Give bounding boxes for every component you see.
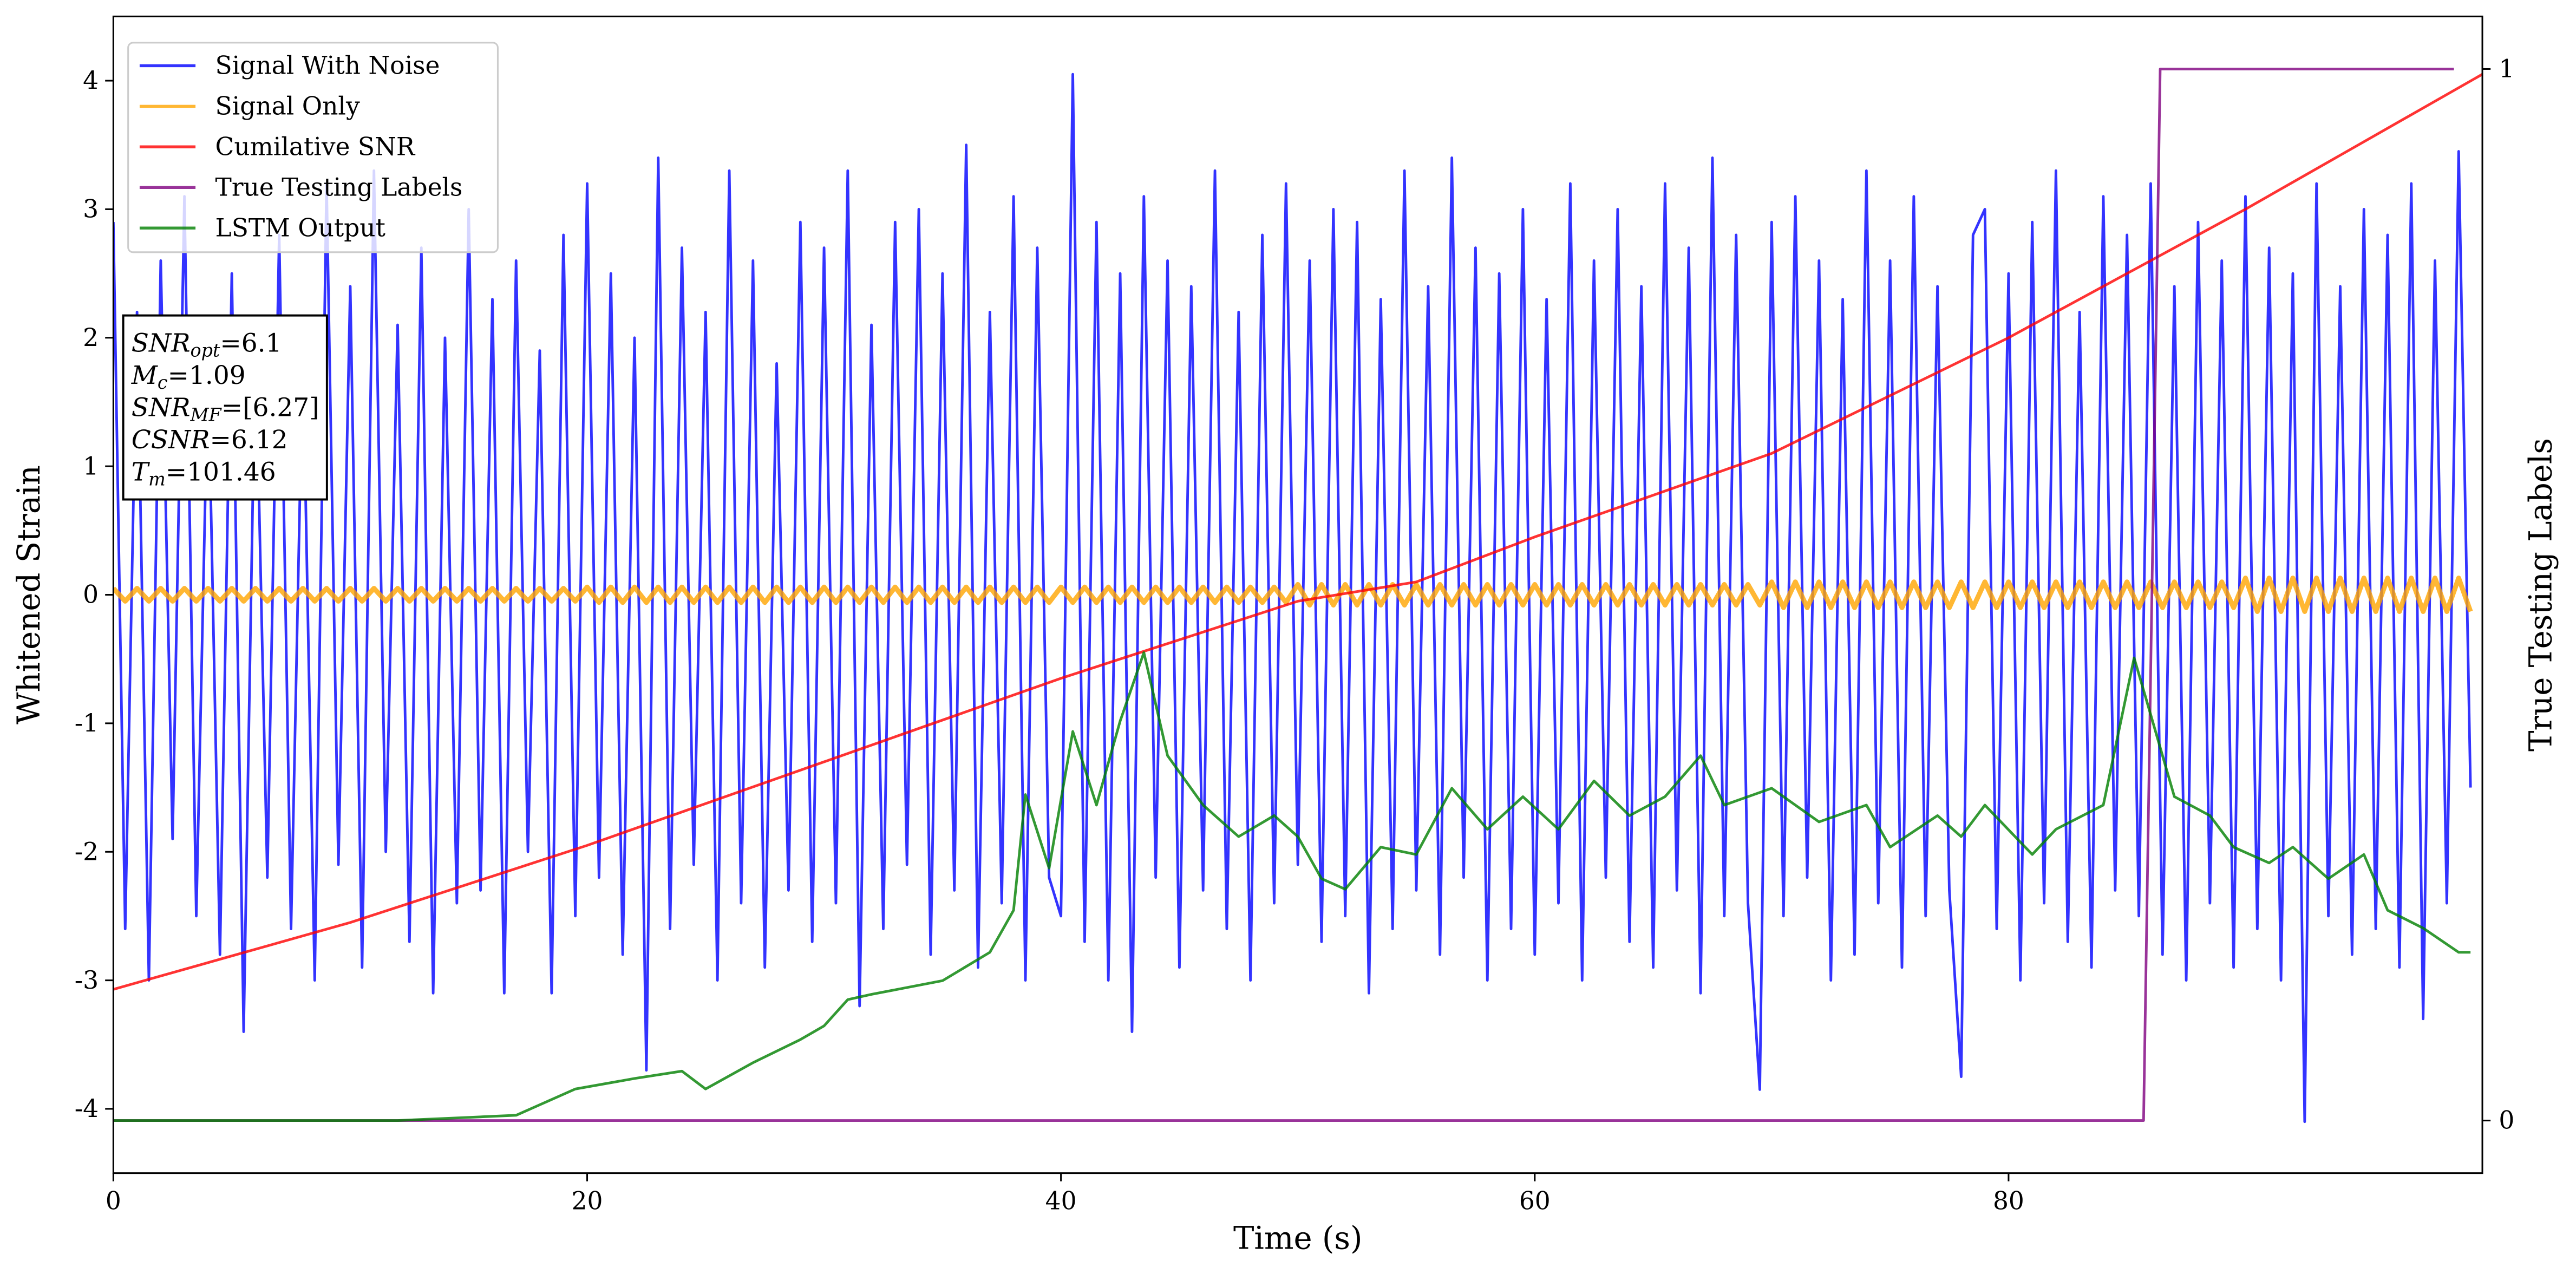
annotation-box bbox=[122, 314, 328, 501]
y-tick-label: -4 bbox=[75, 1094, 99, 1123]
y-tick-label: 1 bbox=[83, 452, 99, 480]
legend-label: Signal Only bbox=[215, 92, 360, 121]
annotation-value: =101.46 bbox=[166, 457, 276, 487]
annotation-line: CSNR=6.12 bbox=[132, 425, 288, 455]
series-line bbox=[113, 576, 2473, 614]
annotation-subscript: opt bbox=[191, 339, 220, 361]
annotation-value: =[6.27] bbox=[221, 393, 319, 422]
plot-frame bbox=[112, 15, 2483, 1174]
annotation-value: =6.12 bbox=[210, 425, 287, 455]
annotation-symbol: T bbox=[132, 457, 151, 487]
annotation-symbol: SNR bbox=[132, 328, 191, 358]
x-tick-label: 0 bbox=[106, 1186, 121, 1215]
annotation-subscript: c bbox=[158, 372, 168, 393]
x-tick-label: 20 bbox=[572, 1186, 603, 1215]
annotation-line: SNRopt=6.1 bbox=[132, 328, 282, 361]
y-tick-label: -3 bbox=[75, 966, 99, 995]
legend-label: LSTM Output bbox=[215, 213, 385, 242]
y-tick-label: -2 bbox=[75, 837, 99, 866]
series-line bbox=[113, 68, 2454, 1122]
x-tick-label: 40 bbox=[1045, 1186, 1077, 1215]
y-tick-label: 0 bbox=[83, 580, 99, 609]
annotation-line: Tm=101.46 bbox=[132, 457, 276, 489]
series-line bbox=[113, 73, 2483, 991]
annotation-symbol: CSNR bbox=[132, 425, 210, 455]
x-tick-label: 60 bbox=[1519, 1186, 1551, 1215]
plot-area bbox=[113, 68, 2483, 1123]
x-axis-label: Time (s) bbox=[1233, 1219, 1363, 1256]
y2-tick-label: 1 bbox=[2499, 55, 2514, 83]
y-axis-label: Whitened Strain bbox=[10, 465, 47, 724]
annotation-symbol: SNR bbox=[132, 393, 191, 422]
annotation-subscript: m bbox=[148, 468, 166, 489]
y-tick-label: 4 bbox=[83, 66, 99, 95]
annotation-line: SNRMF=[6.27] bbox=[132, 393, 319, 425]
legend-box bbox=[127, 42, 499, 253]
annotation-subscript: MF bbox=[190, 404, 223, 425]
annotation-line: Mc=1.09 bbox=[131, 361, 246, 393]
y-tick-label: 3 bbox=[83, 195, 99, 224]
legend-label: Signal With Noise bbox=[215, 51, 440, 80]
legend-label: True Testing Labels bbox=[215, 173, 463, 201]
annotation-symbol: M bbox=[131, 361, 159, 390]
legend-label: Cumilative SNR bbox=[215, 132, 416, 161]
y2-tick-label: 0 bbox=[2499, 1106, 2514, 1135]
annotation-value: =1.09 bbox=[168, 361, 246, 390]
y-tick-label: 2 bbox=[83, 323, 99, 352]
series-line bbox=[113, 651, 2471, 1122]
y-tick-label: -1 bbox=[75, 709, 99, 737]
x-tick-label: 80 bbox=[1993, 1186, 2024, 1215]
y2-axis-label: True Testing Labels bbox=[2522, 438, 2559, 752]
annotation-value: =6.1 bbox=[220, 328, 282, 358]
